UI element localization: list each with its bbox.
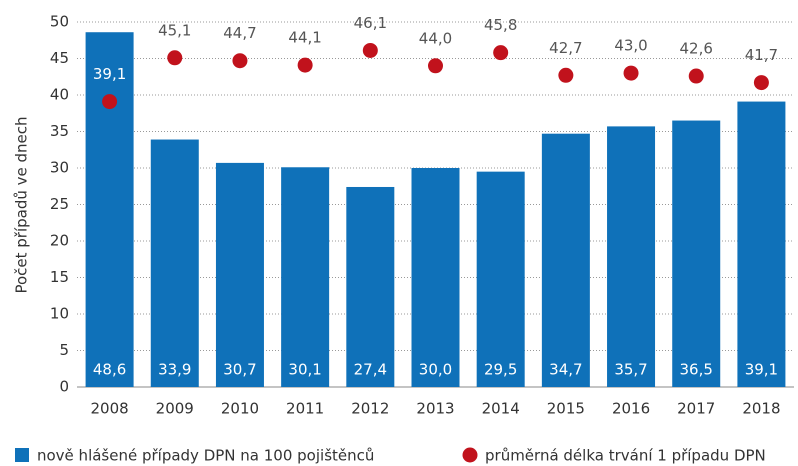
x-tick-label: 2011 [286,400,324,418]
y-tick-label: 35 [50,122,69,140]
dot-value-label: 43,0 [614,37,647,55]
bar-value-label: 48,6 [93,361,126,379]
legend-swatch [15,448,29,462]
bar [281,167,330,387]
dot-value-label: 44,7 [223,24,256,42]
dot [558,67,574,83]
y-tick-label: 5 [59,341,69,359]
y-tick-label: 10 [50,305,69,323]
x-tick-label: 2010 [221,400,259,418]
bar [215,162,264,387]
dot [688,68,704,84]
bar [346,186,395,387]
dot-value-label: 45,1 [158,21,191,39]
bar [150,139,199,387]
bar-value-label: 36,5 [680,361,713,379]
dot-value-label: 44,0 [419,29,452,47]
dot-value-label: 42,7 [549,39,582,57]
bar-value-label: 29,5 [484,361,517,379]
dot [297,57,313,73]
bar [411,168,460,387]
bar-value-label: 34,7 [549,361,582,379]
y-tick-label: 15 [50,268,69,286]
bar-value-label: 30,7 [223,361,256,379]
bar [541,133,590,387]
dot [623,65,639,81]
y-tick-label: 50 [50,13,69,31]
y-tick-label: 30 [50,159,69,177]
x-tick-label: 2017 [677,400,715,418]
dot [493,45,509,61]
legend-swatch [462,447,478,463]
dot [232,53,248,69]
bar-value-label: 30,1 [288,361,321,379]
dot [167,50,183,66]
bar-value-label: 30,0 [419,361,452,379]
bar [672,120,721,388]
dot-value-label: 39,1 [93,65,126,83]
dot [362,42,378,58]
dot-value-label: 45,8 [484,16,517,34]
x-tick-label: 2009 [156,400,194,418]
y-tick-label: 40 [50,86,69,104]
dot-value-label: 44,1 [288,29,321,47]
dot-value-label: 46,1 [354,14,387,32]
y-tick-label: 20 [50,232,69,250]
x-tick-label: 2016 [612,400,650,418]
bar [476,171,525,387]
x-tick-label: 2008 [90,400,128,418]
bar-value-label: 39,1 [745,361,778,379]
x-tick-label: 2018 [742,400,780,418]
x-tick-label: 2013 [416,400,454,418]
bar-value-label: 35,7 [614,361,647,379]
legend-label: nově hlášené případy DPN na 100 pojištěn… [37,447,374,465]
y-tick-label: 45 [50,49,69,67]
y-axis-label: Počet případů ve dnech [13,116,31,293]
bar [737,101,786,387]
dot-value-label: 41,7 [745,46,778,64]
y-tick-label: 25 [50,195,69,213]
x-tick-label: 2015 [547,400,585,418]
x-tick-label: 2014 [482,400,520,418]
x-tick-label: 2012 [351,400,389,418]
legend-label: průměrná délka trvání 1 případu DPN [485,447,766,465]
dot-value-label: 42,6 [680,40,713,58]
bar-value-label: 33,9 [158,361,191,379]
bar [607,126,656,387]
bar-value-label: 27,4 [354,361,387,379]
dot [753,75,769,91]
y-tick-label: 0 [59,378,69,396]
dot [428,58,443,74]
dot [102,94,118,110]
bar [85,32,134,387]
